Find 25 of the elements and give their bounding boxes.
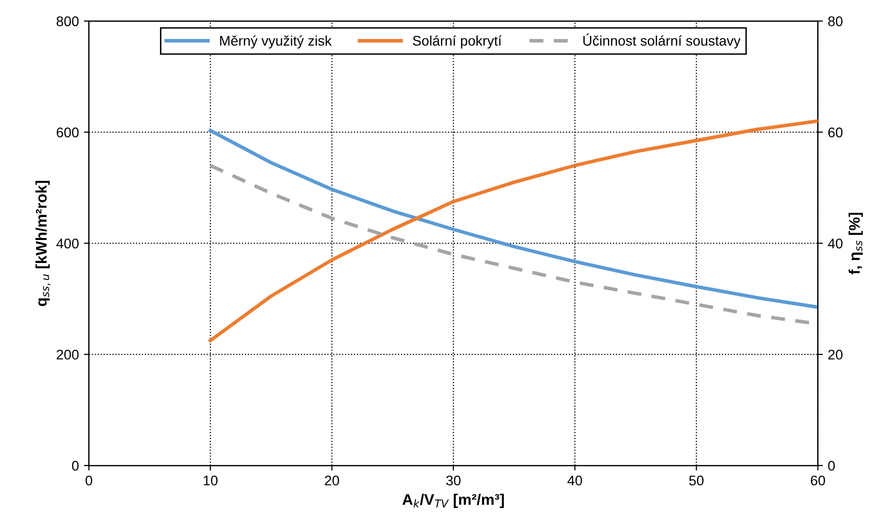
y2-tick-label: 60 — [828, 127, 843, 138]
x-tick-label: 30 — [446, 476, 461, 486]
x-tick-label: 40 — [567, 476, 582, 486]
y-tick-label: 600 — [56, 127, 79, 138]
x-tick-label: 60 — [810, 476, 826, 486]
y2-tick-label: 20 — [828, 350, 843, 360]
legend-label: Účinnost solární soustavy — [583, 34, 741, 48]
y2-tick-label: 80 — [828, 16, 843, 26]
x-tick-label: 0 — [86, 476, 92, 486]
y-tick-label: 200 — [56, 350, 79, 360]
y-axis-title: q$_{ss,u}$ [kWh/m²rok] — [35, 180, 50, 306]
line-series — [208, 128, 818, 309]
legend-label: Měrný využitý zisk — [220, 35, 332, 48]
y-tick-label: 400 — [56, 238, 79, 248]
y-tick-label: 800 — [56, 16, 79, 26]
line-series — [208, 119, 818, 342]
x-tick-label: 20 — [324, 476, 340, 486]
y2-tick-label: 0 — [828, 460, 835, 471]
x-axis-title: A$_{k}$/V$_{TV}$ [m²/m³] — [402, 494, 504, 508]
y2-axis-title: f, η$_{ss}$ [%] — [848, 212, 863, 274]
y2-tick-label: 40 — [828, 238, 843, 248]
x-tick-label: 10 — [204, 476, 218, 486]
legend-label: Solární pokrytí — [412, 35, 502, 48]
y-tick-label: 0 — [72, 460, 79, 471]
x-tick-label: 50 — [689, 476, 704, 486]
